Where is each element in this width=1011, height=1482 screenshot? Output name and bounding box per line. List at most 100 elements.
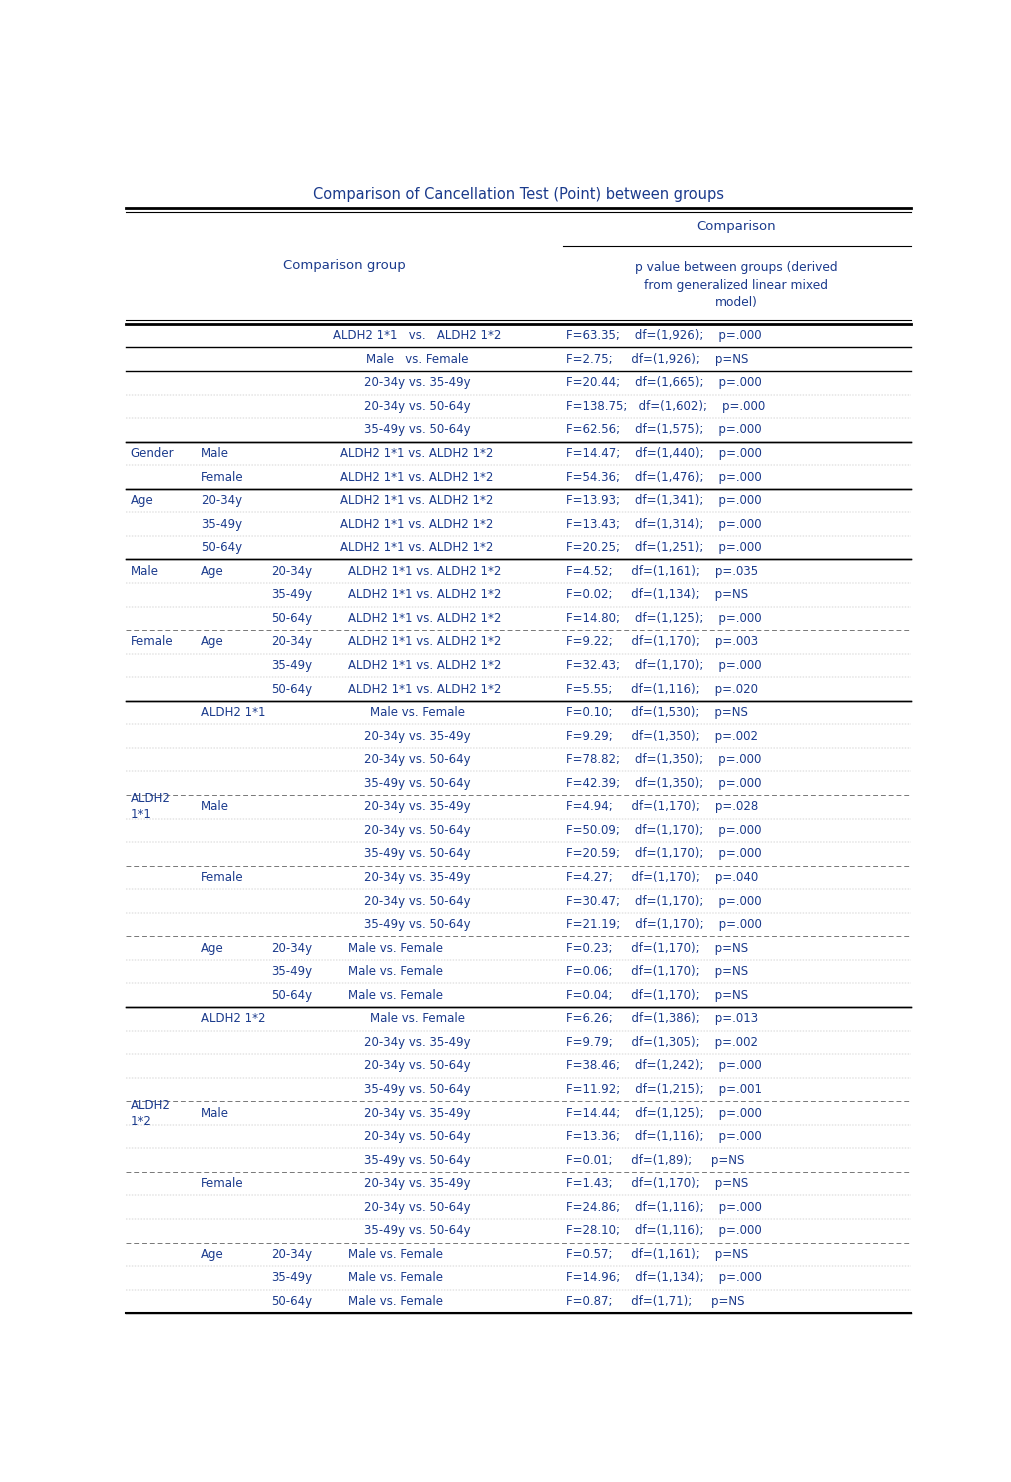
Text: 35-49y: 35-49y: [271, 1272, 312, 1285]
Text: ALDH2 1*1 vs. ALDH2 1*2: ALDH2 1*1 vs. ALDH2 1*2: [340, 517, 493, 531]
Text: F=13.43;    df=(1,314);    p=.000: F=13.43; df=(1,314); p=.000: [565, 517, 760, 531]
Text: F=13.93;    df=(1,341);    p=.000: F=13.93; df=(1,341); p=.000: [565, 494, 760, 507]
Text: Female: Female: [201, 470, 244, 483]
Text: F=28.10;    df=(1,116);    p=.000: F=28.10; df=(1,116); p=.000: [565, 1224, 760, 1237]
Text: Male   vs. Female: Male vs. Female: [365, 353, 468, 366]
Text: F=0.57;     df=(1,161);    p=NS: F=0.57; df=(1,161); p=NS: [565, 1248, 747, 1261]
Text: F=30.47;    df=(1,170);    p=.000: F=30.47; df=(1,170); p=.000: [565, 895, 760, 907]
Text: F=0.06;     df=(1,170);    p=NS: F=0.06; df=(1,170); p=NS: [565, 965, 747, 978]
Text: F=1.43;     df=(1,170);    p=NS: F=1.43; df=(1,170); p=NS: [565, 1177, 747, 1190]
Text: 20-34y vs. 35-49y: 20-34y vs. 35-49y: [363, 871, 470, 883]
Text: Age: Age: [201, 941, 223, 954]
Text: Age: Age: [201, 1248, 223, 1261]
Text: 35-49y vs. 50-64y: 35-49y vs. 50-64y: [363, 424, 470, 436]
Text: F=0.02;     df=(1,134);    p=NS: F=0.02; df=(1,134); p=NS: [565, 588, 747, 602]
Text: ALDH2 1*1 vs. ALDH2 1*2: ALDH2 1*1 vs. ALDH2 1*2: [340, 541, 493, 554]
Text: 20-34y vs. 50-64y: 20-34y vs. 50-64y: [363, 1131, 470, 1143]
Text: ALDH2 1*2: ALDH2 1*2: [201, 1012, 265, 1026]
Text: F=32.43;    df=(1,170);    p=.000: F=32.43; df=(1,170); p=.000: [565, 659, 760, 671]
Text: 20-34y vs. 50-64y: 20-34y vs. 50-64y: [363, 400, 470, 413]
Text: F=63.35;    df=(1,926);    p=.000: F=63.35; df=(1,926); p=.000: [565, 329, 760, 342]
Text: 35-49y vs. 50-64y: 35-49y vs. 50-64y: [363, 1224, 470, 1237]
Text: F=0.01;     df=(1,89);     p=NS: F=0.01; df=(1,89); p=NS: [565, 1153, 743, 1166]
Text: Male vs. Female: Male vs. Female: [348, 1295, 443, 1309]
Text: ALDH2 1*1 vs. ALDH2 1*2: ALDH2 1*1 vs. ALDH2 1*2: [348, 659, 501, 671]
Text: 35-49y vs. 50-64y: 35-49y vs. 50-64y: [363, 917, 470, 931]
Text: Male vs. Female: Male vs. Female: [348, 1248, 443, 1261]
Text: 20-34y: 20-34y: [201, 494, 242, 507]
Text: 20-34y vs. 35-49y: 20-34y vs. 35-49y: [363, 1177, 470, 1190]
Text: p value between groups (derived
from generalized linear mixed
model): p value between groups (derived from gen…: [634, 261, 836, 310]
Text: ALDH2 1*1 vs. ALDH2 1*2: ALDH2 1*1 vs. ALDH2 1*2: [348, 612, 501, 625]
Text: 20-34y vs. 35-49y: 20-34y vs. 35-49y: [363, 1107, 470, 1119]
Text: F=78.82;    df=(1,350);    p=.000: F=78.82; df=(1,350); p=.000: [565, 753, 760, 766]
Text: 20-34y vs. 35-49y: 20-34y vs. 35-49y: [363, 376, 470, 390]
Text: F=4.52;     df=(1,161);    p=.035: F=4.52; df=(1,161); p=.035: [565, 565, 757, 578]
Text: F=14.80;    df=(1,125);    p=.000: F=14.80; df=(1,125); p=.000: [565, 612, 760, 625]
Text: Male vs. Female: Male vs. Female: [348, 941, 443, 954]
Text: Male vs. Female: Male vs. Female: [348, 988, 443, 1002]
Text: F=38.46;    df=(1,242);    p=.000: F=38.46; df=(1,242); p=.000: [565, 1060, 760, 1073]
Text: 50-64y: 50-64y: [271, 1295, 312, 1309]
Text: Male: Male: [130, 565, 159, 578]
Text: Gender: Gender: [130, 448, 174, 459]
Text: 20-34y vs. 35-49y: 20-34y vs. 35-49y: [363, 1036, 470, 1049]
Text: F=4.94;     df=(1,170);    p=.028: F=4.94; df=(1,170); p=.028: [565, 800, 757, 814]
Text: F=13.36;    df=(1,116);    p=.000: F=13.36; df=(1,116); p=.000: [565, 1131, 760, 1143]
Text: Comparison group: Comparison group: [283, 259, 405, 273]
Text: ALDH2 1*1 vs. ALDH2 1*2: ALDH2 1*1 vs. ALDH2 1*2: [340, 470, 493, 483]
Text: Age: Age: [130, 494, 153, 507]
Text: 20-34y vs. 50-64y: 20-34y vs. 50-64y: [363, 895, 470, 907]
Text: 50-64y: 50-64y: [201, 541, 242, 554]
Text: F=14.47;    df=(1,440);    p=.000: F=14.47; df=(1,440); p=.000: [565, 448, 761, 459]
Text: ALDH2 1*1 vs. ALDH2 1*2: ALDH2 1*1 vs. ALDH2 1*2: [340, 448, 493, 459]
Text: 20-34y: 20-34y: [271, 565, 312, 578]
Text: Comparison of Cancellation Test (Point) between groups: Comparison of Cancellation Test (Point) …: [312, 187, 724, 202]
Text: ALDH2 1*1 vs. ALDH2 1*2: ALDH2 1*1 vs. ALDH2 1*2: [348, 588, 501, 602]
Text: F=20.25;    df=(1,251);    p=.000: F=20.25; df=(1,251); p=.000: [565, 541, 760, 554]
Text: Male vs. Female: Male vs. Female: [369, 705, 464, 719]
Text: F=24.86;    df=(1,116);    p=.000: F=24.86; df=(1,116); p=.000: [565, 1200, 761, 1214]
Text: Male vs. Female: Male vs. Female: [348, 965, 443, 978]
Text: 50-64y: 50-64y: [271, 683, 312, 695]
Text: F=20.44;    df=(1,665);    p=.000: F=20.44; df=(1,665); p=.000: [565, 376, 760, 390]
Text: ALDH2 1*1 vs. ALDH2 1*2: ALDH2 1*1 vs. ALDH2 1*2: [348, 636, 501, 649]
Text: Female: Female: [201, 1177, 244, 1190]
Text: F=14.44;    df=(1,125);    p=.000: F=14.44; df=(1,125); p=.000: [565, 1107, 761, 1119]
Text: F=5.55;     df=(1,116);    p=.020: F=5.55; df=(1,116); p=.020: [565, 683, 757, 695]
Text: ALDH2
1*1: ALDH2 1*1: [130, 793, 170, 821]
Text: 35-49y vs. 50-64y: 35-49y vs. 50-64y: [363, 848, 470, 861]
Text: Female: Female: [201, 871, 244, 883]
Text: F=62.56;    df=(1,575);    p=.000: F=62.56; df=(1,575); p=.000: [565, 424, 760, 436]
Text: 35-49y vs. 50-64y: 35-49y vs. 50-64y: [363, 1153, 470, 1166]
Text: F=42.39;    df=(1,350);    p=.000: F=42.39; df=(1,350); p=.000: [565, 777, 760, 790]
Text: Male: Male: [201, 448, 228, 459]
Text: 20-34y vs. 50-64y: 20-34y vs. 50-64y: [363, 1060, 470, 1073]
Text: ALDH2 1*1 vs. ALDH2 1*2: ALDH2 1*1 vs. ALDH2 1*2: [348, 683, 501, 695]
Text: F=14.96;    df=(1,134);    p=.000: F=14.96; df=(1,134); p=.000: [565, 1272, 761, 1285]
Text: F=20.59;    df=(1,170);    p=.000: F=20.59; df=(1,170); p=.000: [565, 848, 760, 861]
Text: Male vs. Female: Male vs. Female: [369, 1012, 464, 1026]
Text: 35-49y: 35-49y: [271, 965, 312, 978]
Text: F=138.75;   df=(1,602);    p=.000: F=138.75; df=(1,602); p=.000: [565, 400, 764, 413]
Text: 20-34y: 20-34y: [271, 941, 312, 954]
Text: 35-49y: 35-49y: [271, 588, 312, 602]
Text: F=50.09;    df=(1,170);    p=.000: F=50.09; df=(1,170); p=.000: [565, 824, 760, 837]
Text: F=9.22;     df=(1,170);    p=.003: F=9.22; df=(1,170); p=.003: [565, 636, 757, 649]
Text: F=0.87;     df=(1,71);     p=NS: F=0.87; df=(1,71); p=NS: [565, 1295, 743, 1309]
Text: F=0.04;     df=(1,170);    p=NS: F=0.04; df=(1,170); p=NS: [565, 988, 747, 1002]
Text: 20-34y vs. 50-64y: 20-34y vs. 50-64y: [363, 1200, 470, 1214]
Text: 50-64y: 50-64y: [271, 988, 312, 1002]
Text: F=11.92;    df=(1,215);    p=.001: F=11.92; df=(1,215); p=.001: [565, 1083, 761, 1097]
Text: ALDH2 1*1 vs. ALDH2 1*2: ALDH2 1*1 vs. ALDH2 1*2: [348, 565, 501, 578]
Text: 20-34y vs. 35-49y: 20-34y vs. 35-49y: [363, 729, 470, 742]
Text: 20-34y vs. 50-64y: 20-34y vs. 50-64y: [363, 753, 470, 766]
Text: ALDH2 1*1 vs. ALDH2 1*2: ALDH2 1*1 vs. ALDH2 1*2: [340, 494, 493, 507]
Text: Male: Male: [201, 1107, 228, 1119]
Text: F=2.75;     df=(1,926);    p=NS: F=2.75; df=(1,926); p=NS: [565, 353, 747, 366]
Text: 20-34y: 20-34y: [271, 636, 312, 649]
Text: ALDH2 1*1: ALDH2 1*1: [201, 705, 265, 719]
Text: ALDH2
1*2: ALDH2 1*2: [130, 1098, 170, 1128]
Text: 50-64y: 50-64y: [271, 612, 312, 625]
Text: 35-49y: 35-49y: [271, 659, 312, 671]
